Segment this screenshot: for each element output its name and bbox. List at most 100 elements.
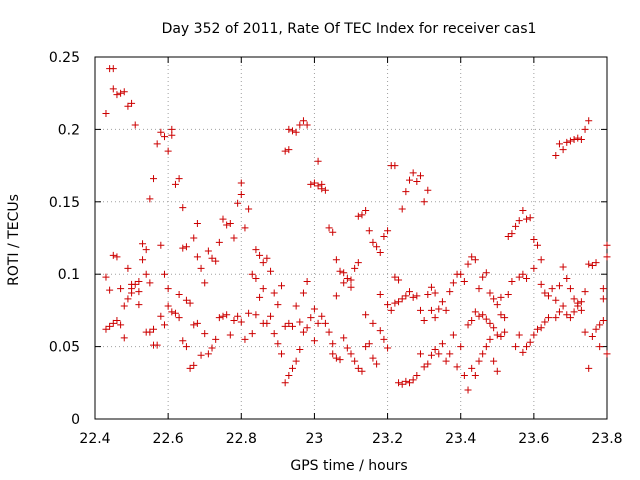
data-point [468,364,476,372]
data-point [204,350,212,358]
data-point [332,292,340,300]
data-point [376,248,384,256]
data-point [468,317,476,325]
data-point [365,340,373,348]
data-point [124,264,132,272]
data-point [299,289,307,297]
data-point [588,262,596,270]
data-point [321,186,329,194]
data-point [479,350,487,358]
data-point [402,292,410,300]
data-point [292,302,300,310]
chart-title: Day 352 of 2011, Rate Of TEC Index for r… [162,21,537,37]
data-point [541,289,549,297]
data-point [223,311,231,319]
data-point [585,117,593,125]
data-point [592,259,600,267]
data-point [347,283,355,291]
data-point [599,317,607,325]
data-point [544,292,552,300]
data-point [321,319,329,327]
data-point [395,379,403,387]
data-point [307,180,315,188]
data-point [475,357,483,365]
data-point [416,172,424,180]
data-point [460,372,468,380]
data-point [303,121,311,129]
data-point [325,224,333,232]
data-point [128,289,136,297]
data-point [329,228,337,236]
data-point [479,273,487,281]
data-point [530,235,538,243]
data-point [106,286,114,294]
data-point [281,322,289,330]
data-point [102,273,110,281]
data-point [438,340,446,348]
x-tick-label: 23.4 [445,431,476,447]
data-point [285,146,293,154]
data-point [336,267,344,275]
data-point [497,293,505,301]
data-point [201,330,209,338]
x-tick-label: 23.8 [591,431,622,447]
data-point [534,325,542,333]
data-point [329,350,337,358]
data-point [113,91,121,99]
data-point [186,299,194,307]
data-point [135,288,143,296]
data-point [380,335,388,343]
data-point [384,344,392,352]
data-point [354,212,362,220]
data-point [340,279,348,287]
data-point [442,357,450,365]
data-point [362,206,370,214]
data-point [515,331,523,339]
x-tick-labels: 22.4 22.6 22.8 23 23.2 23.4 23.6 23.8 [79,431,622,447]
data-point [541,318,549,326]
data-point [493,331,501,339]
data-point [193,253,201,261]
data-point [493,301,501,309]
data-point [241,335,249,343]
data-point [274,301,282,309]
data-point [157,241,165,249]
data-point [285,319,293,327]
data-point [464,321,472,329]
data-point [508,277,516,285]
data-point [471,256,479,264]
data-point [296,121,304,129]
data-point [581,328,589,336]
data-point [523,275,531,283]
data-point [182,296,190,304]
data-point [435,305,443,313]
data-point [409,376,417,384]
x-tick-label: 23 [306,431,324,447]
data-point [577,136,585,144]
x-axis-label: GPS time / hours [290,458,407,474]
data-point [296,318,304,326]
data-point [515,273,523,281]
data-point [362,311,370,319]
data-point [175,290,183,298]
data-point [566,314,574,322]
data-point [303,324,311,332]
data-point [314,157,322,165]
data-point [563,275,571,283]
data-point [398,295,406,303]
data-point [592,325,600,333]
data-point [526,214,534,222]
data-point [299,117,307,125]
data-point [146,328,154,336]
data-point [303,277,311,285]
data-point [117,89,125,97]
data-point [577,298,585,306]
data-point [544,314,552,322]
data-point [215,238,223,246]
data-point [128,99,136,107]
data-point [237,179,245,187]
data-point [168,125,176,133]
data-point [160,133,168,141]
data-point [124,295,132,303]
data-point [570,136,578,144]
